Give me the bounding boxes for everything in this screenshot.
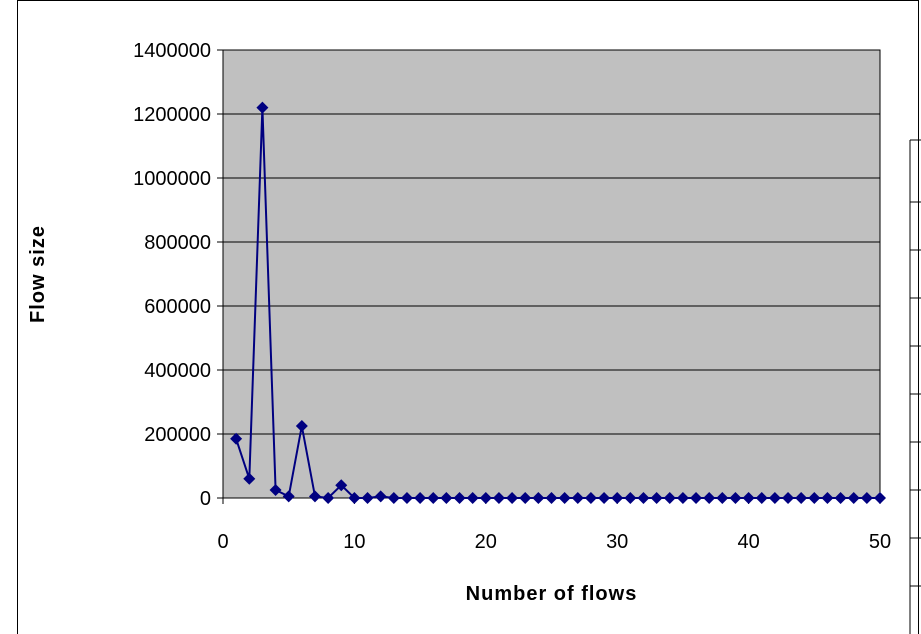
y-tick-label: 800000 xyxy=(144,232,211,254)
x-axis-title: Number of flows xyxy=(466,583,638,605)
x-tick-label: 20 xyxy=(475,531,497,553)
data-point-marker xyxy=(295,420,308,432)
data-point-marker xyxy=(387,492,400,504)
data-point-marker xyxy=(729,492,742,504)
right-edge-lines xyxy=(909,139,921,634)
data-point-marker xyxy=(755,492,768,504)
data-point-marker xyxy=(690,492,703,504)
data-point-marker xyxy=(808,492,821,504)
data-point-marker xyxy=(506,492,519,504)
data-point-marker xyxy=(453,492,466,504)
data-point-marker xyxy=(400,492,413,504)
y-axis-ticks: 0 200000 400000 600000 800000 1000000 1200000 1… xyxy=(133,40,223,510)
data-point-marker xyxy=(650,492,663,504)
data-point-marker xyxy=(322,492,335,504)
data-point-marker xyxy=(742,492,755,504)
data-point-marker xyxy=(374,490,387,503)
data-point-marker xyxy=(243,472,256,485)
data-point-marker xyxy=(308,490,321,503)
y-axis-title: Flow size xyxy=(27,225,49,323)
data-point-marker xyxy=(716,492,729,504)
data-point-marker xyxy=(558,492,571,504)
data-point-marker xyxy=(361,492,374,504)
data-point-marker xyxy=(466,492,479,504)
data-point-marker xyxy=(571,492,584,504)
data-point-marker xyxy=(348,492,361,504)
data-point-marker xyxy=(584,492,597,504)
data-point-marker xyxy=(624,492,637,504)
data-point-marker xyxy=(256,101,269,114)
data-point-marker xyxy=(768,492,781,504)
data-point-marker xyxy=(847,492,860,504)
x-tick-label: 10 xyxy=(343,531,365,553)
x-tick-label: 40 xyxy=(737,531,759,553)
y-tick-label: 400000 xyxy=(144,360,211,382)
data-point-marker xyxy=(230,432,243,445)
data-point-marker xyxy=(676,492,689,504)
data-point-marker xyxy=(440,492,453,504)
data-point-marker xyxy=(703,492,716,504)
x-axis-ticks: 0 10 20 30 40 50 xyxy=(217,498,891,553)
data-point-marker xyxy=(335,479,348,492)
plot-area xyxy=(222,49,881,499)
data-point-marker xyxy=(598,492,611,504)
data-point-marker xyxy=(795,492,808,504)
y-tick-label: 1400000 xyxy=(133,40,211,62)
data-point-marker xyxy=(427,492,440,504)
x-tick-label: 30 xyxy=(606,531,628,553)
data-point-marker xyxy=(663,492,676,504)
y-tick-label: 0 xyxy=(200,488,211,510)
data-point-marker xyxy=(782,492,795,504)
data-point-marker xyxy=(821,492,834,504)
y-tick-label: 1000000 xyxy=(133,168,211,190)
data-point-marker xyxy=(492,492,505,504)
series-markers xyxy=(230,101,886,504)
data-point-marker xyxy=(834,492,847,504)
data-point-marker xyxy=(282,490,295,503)
y-tick-label: 600000 xyxy=(144,296,211,318)
data-point-marker xyxy=(545,492,558,504)
data-point-marker xyxy=(611,492,624,504)
x-tick-label: 0 xyxy=(217,531,228,553)
data-point-marker xyxy=(874,492,886,504)
data-point-marker xyxy=(860,492,873,504)
x-tick-label: 50 xyxy=(869,531,891,553)
data-point-marker xyxy=(479,492,492,504)
data-point-marker xyxy=(519,492,532,504)
y-tick-label: 200000 xyxy=(144,424,211,446)
data-point-marker xyxy=(414,492,427,504)
data-point-marker xyxy=(637,492,650,504)
data-point-marker xyxy=(532,492,545,504)
data-point-marker xyxy=(269,484,282,496)
y-tick-label: 1200000 xyxy=(133,104,211,126)
